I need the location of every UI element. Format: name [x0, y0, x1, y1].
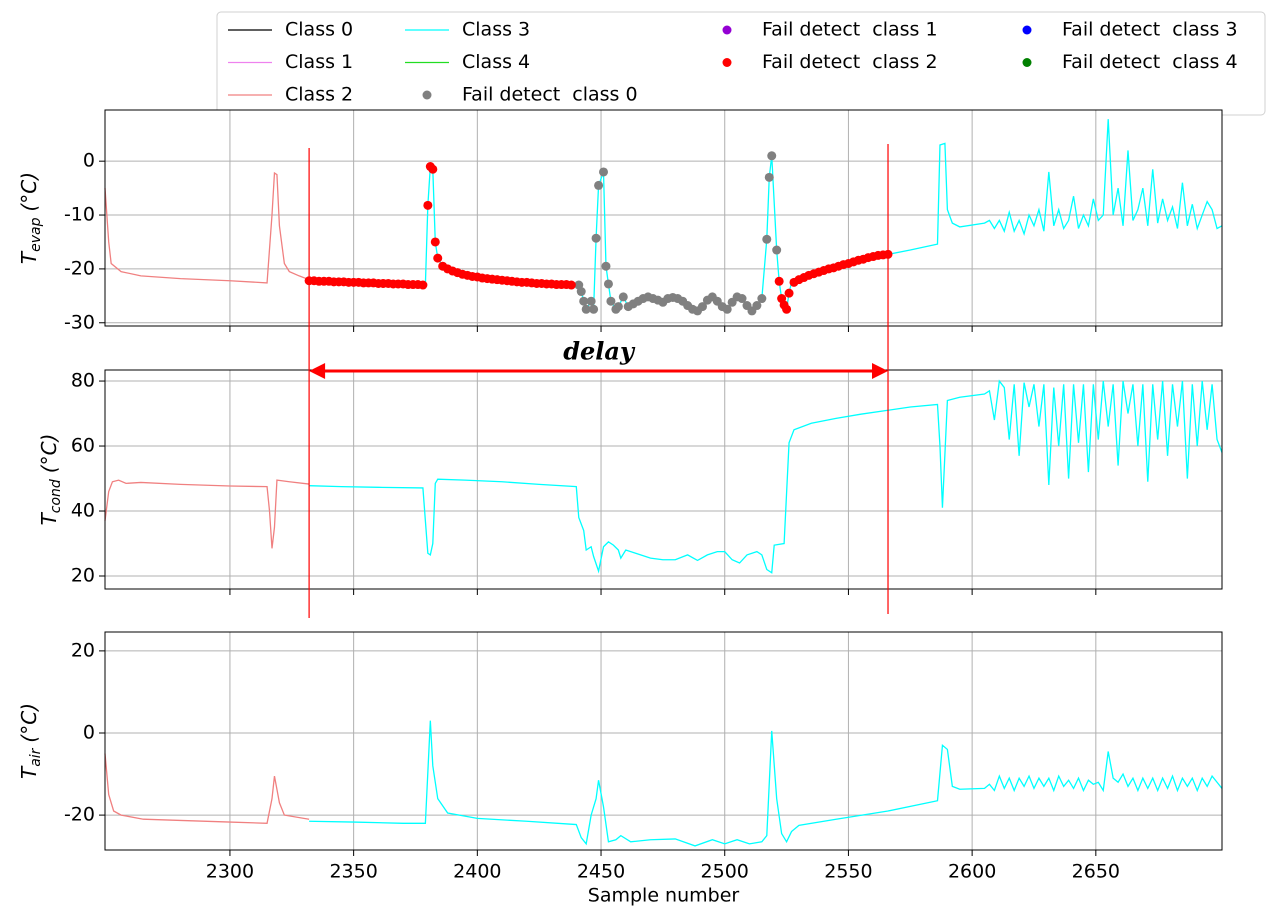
y-tick-label: -20 [64, 804, 95, 826]
plot-area [105, 632, 1222, 850]
legend-label: Class 4 [462, 51, 530, 73]
x-axis-label: Sample number [588, 885, 740, 907]
y-tick-label: 60 [71, 435, 95, 457]
x-tick-label: 2550 [824, 861, 872, 883]
legend-label: Class 0 [285, 19, 353, 41]
y-tick-label: 80 [71, 370, 95, 392]
fail-dot [430, 237, 440, 247]
y-axis-label: Tcond (°C) [37, 434, 65, 526]
y-tick-label: 20 [71, 565, 95, 587]
fail-dot [589, 304, 599, 314]
legend-label: Class 2 [285, 84, 353, 106]
fail-dot [428, 164, 438, 174]
fail-dot [423, 200, 433, 210]
legend-swatch [722, 25, 732, 35]
plot-frame [104, 109, 1223, 327]
y-label-unit: (°C) [17, 172, 41, 212]
fail-dot [784, 288, 794, 298]
fail-dot [603, 279, 613, 289]
y-label-sub: evap [28, 217, 44, 251]
fail-dot [591, 233, 601, 243]
y-label-symbol: T [37, 511, 61, 525]
y-tick-label: 40 [71, 500, 95, 522]
fail-dot [752, 301, 762, 311]
fail-dot [579, 296, 589, 306]
x-tick-label: 2500 [701, 861, 749, 883]
legend-label: Class 3 [462, 19, 530, 41]
y-tick-label: 20 [71, 639, 95, 661]
series-line [104, 479, 310, 549]
legend-label: Fail detect class 0 [462, 84, 638, 106]
x-tick-label: 2350 [329, 861, 377, 883]
legend-label: Class 1 [285, 51, 353, 73]
legend-label: Fail detect class 1 [762, 19, 938, 41]
y-tick-label: -20 [64, 257, 95, 279]
legend-label: Fail detect class 2 [762, 51, 938, 73]
x-tick-label: 2450 [577, 861, 625, 883]
legend-swatch [722, 58, 732, 67]
arrow-head [309, 363, 326, 379]
fail-dot [594, 180, 604, 190]
fail-dot [767, 151, 777, 161]
y-label-sub: cond [48, 479, 64, 513]
y-tick-label: 0 [83, 150, 95, 172]
y-tick-label: -10 [64, 204, 95, 226]
legend-swatch [422, 90, 432, 100]
fail-dot [566, 280, 576, 290]
x-tick-label: 2600 [948, 861, 996, 883]
series-line [104, 171, 310, 284]
fail-dot [772, 245, 782, 255]
legend-label: Fail detect class 4 [1062, 51, 1238, 73]
fail-dot [737, 294, 747, 304]
y-label-symbol: T [17, 765, 41, 779]
fail-dot [601, 261, 611, 271]
fail-dot [757, 294, 767, 304]
fail-dot [618, 292, 628, 302]
fail-dot [586, 296, 596, 306]
y-tick-label: -30 [64, 311, 95, 333]
x-tick-label: 2300 [206, 861, 254, 883]
x-tick-label: 2400 [453, 861, 501, 883]
fail-dot [606, 296, 616, 306]
fail-dot [774, 276, 784, 286]
x-tick-label: 2650 [1072, 861, 1120, 883]
plot-frame [104, 631, 1223, 851]
fail-dot [581, 304, 591, 314]
fail-dot [722, 304, 732, 314]
y-axis-label: Tair (°C) [17, 703, 45, 779]
arrow-head [872, 363, 889, 379]
y-label-unit: (°C) [17, 703, 41, 743]
series-line [104, 753, 310, 824]
plot-area [105, 110, 1222, 326]
delay-label: delay [563, 337, 636, 366]
legend-swatch [1022, 25, 1032, 35]
series-line [309, 379, 1223, 574]
fail-dot [782, 304, 792, 314]
y-label-sub: air [28, 747, 44, 766]
fail-dot [697, 302, 707, 312]
legend-label: Fail detect class 3 [1062, 19, 1238, 41]
y-tick-label: 0 [83, 721, 95, 743]
fail-dot [418, 280, 428, 290]
fail-dot [599, 167, 609, 177]
fail-dot [433, 253, 443, 263]
fail-dot [576, 287, 586, 297]
legend-swatch [1022, 58, 1032, 67]
y-label-symbol: T [17, 250, 41, 264]
y-label-unit: (°C) [37, 434, 61, 474]
fail-dot [613, 302, 623, 312]
fail-dot [762, 234, 772, 244]
y-axis-label: Tevap (°C) [17, 172, 45, 264]
plot-area [105, 370, 1222, 589]
fail-dot [764, 172, 774, 182]
series-line [309, 720, 1223, 847]
